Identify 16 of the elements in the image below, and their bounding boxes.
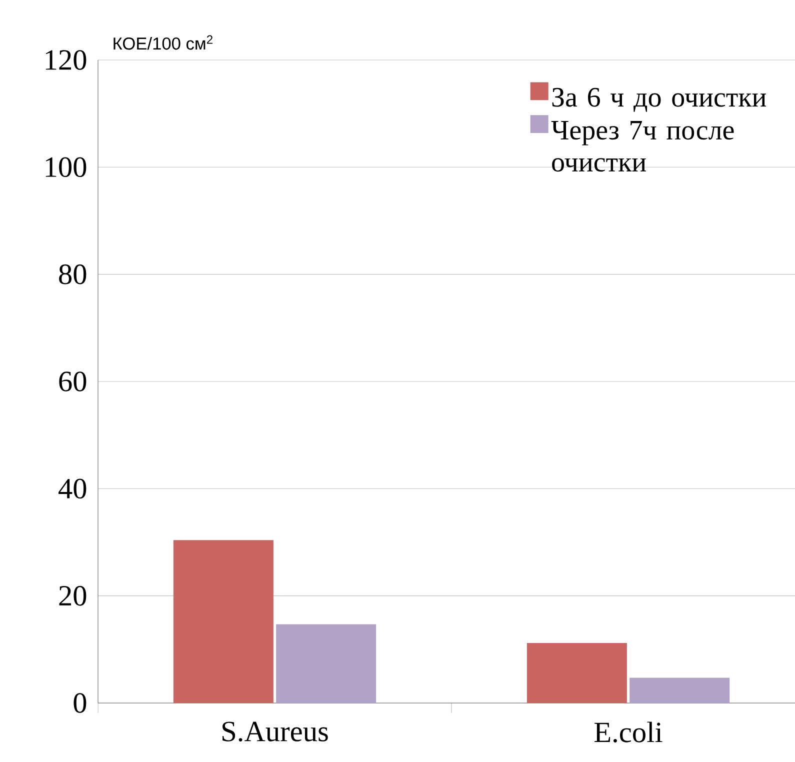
y-axis-title: КОЕ/100 см$^{2}$	[114, 35, 212, 50]
bar	[526, 642, 627, 703]
y-tick-label: 20	[59, 586, 86, 606]
bar	[276, 624, 376, 703]
x-tick-label: S.Aureus	[222, 722, 328, 742]
legend-label: За 6 ч до очистки	[552, 88, 766, 112]
y-tick-label: 0	[74, 693, 86, 713]
y-tick-label: 100	[46, 157, 86, 178]
y-tick-label: 80	[59, 264, 86, 284]
bar	[630, 678, 730, 703]
bar	[173, 540, 274, 703]
legend-label: Через 7ч после очистки	[551, 120, 734, 172]
x-tick-label: E.coli	[594, 722, 662, 742]
y-tick-label: 60	[59, 372, 86, 392]
y-tick-label: 120	[46, 50, 86, 70]
y-tick-label: 40	[58, 478, 86, 499]
